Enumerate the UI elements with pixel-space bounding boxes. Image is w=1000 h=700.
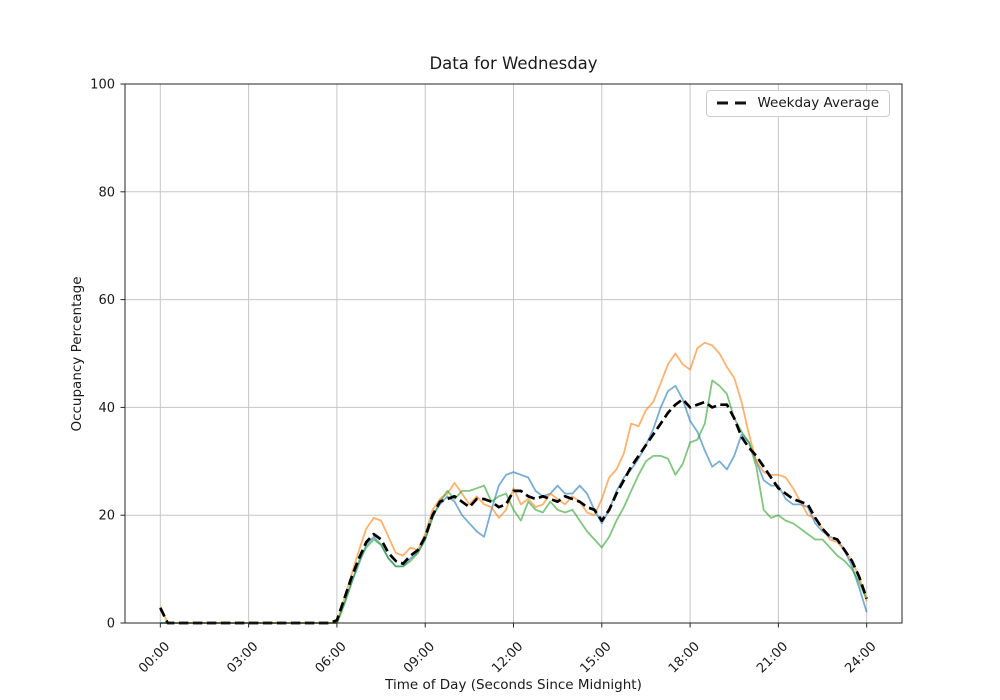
y-tick-label: 0 <box>107 617 115 632</box>
x-tick-label: 24:00 <box>842 639 879 676</box>
legend: Weekday Average <box>706 90 890 117</box>
x-tick-label: 06:00 <box>313 639 350 676</box>
y-tick-label: 20 <box>98 509 115 524</box>
y-tick-label: 60 <box>98 293 115 308</box>
x-tick-label: 09:00 <box>401 639 438 676</box>
ticks: 00:00 03:00 06:00 09:00 12:00 15:00 18:00 21:00… <box>90 78 879 677</box>
y-tick-label: 80 <box>98 185 115 200</box>
gridlines <box>125 83 902 624</box>
x-tick-label: 15:00 <box>578 639 615 676</box>
y-tick-label: 40 <box>98 401 115 416</box>
x-tick-label: 00:00 <box>136 639 173 676</box>
y-axis-label: Occupancy Percentage <box>69 276 85 432</box>
x-tick-label: 03:00 <box>224 639 261 676</box>
x-axis-label: Time of Day (Seconds Since Midnight) <box>385 677 642 693</box>
x-tick-label: 18:00 <box>666 639 703 676</box>
chart-title: Data for Wednesday <box>429 54 598 73</box>
y-tick-label: 100 <box>90 78 115 93</box>
dashed-line-sample <box>717 101 748 105</box>
legend-label: Weekday Average <box>757 95 879 111</box>
x-tick-label: 12:00 <box>489 639 526 676</box>
x-tick-label: 21:00 <box>754 639 791 676</box>
